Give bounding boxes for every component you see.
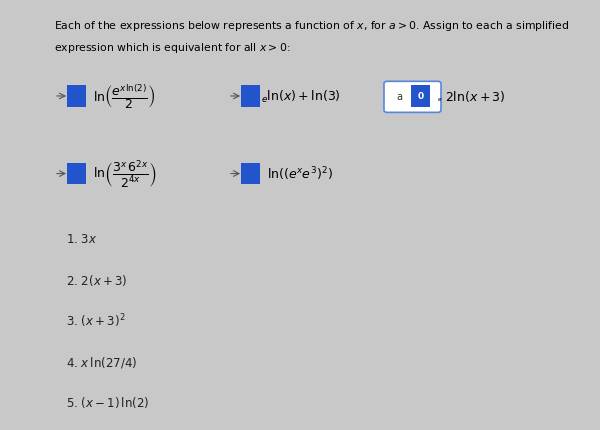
Text: $\ln\!\left(\dfrac{3^x\,6^{2x}}{2^{4x}}\right)$: $\ln\!\left(\dfrac{3^x\,6^{2x}}{2^{4x}}\… bbox=[93, 158, 157, 190]
Text: $_e\ln(x) + \ln(3)$: $_e\ln(x) + \ln(3)$ bbox=[261, 89, 341, 105]
Text: $\ln\!\left(\left(e^x e^3\right)^{2}\right)$: $\ln\!\left(\left(e^x e^3\right)^{2}\rig… bbox=[267, 166, 333, 183]
Text: 4. $x\,\ln(27/4)$: 4. $x\,\ln(27/4)$ bbox=[66, 354, 137, 369]
Text: 2. $2(x + 3)$: 2. $2(x + 3)$ bbox=[66, 272, 127, 287]
Text: expression which is equivalent for all $x > 0$:: expression which is equivalent for all $… bbox=[54, 41, 290, 55]
Text: $2\ln(x+3)$: $2\ln(x+3)$ bbox=[445, 89, 506, 104]
Text: 1. $3x$: 1. $3x$ bbox=[66, 232, 97, 245]
Text: a: a bbox=[397, 92, 403, 102]
FancyBboxPatch shape bbox=[241, 163, 260, 185]
FancyBboxPatch shape bbox=[411, 86, 430, 107]
FancyBboxPatch shape bbox=[384, 82, 441, 113]
Text: 5. $(x - 1)\,\ln(2)$: 5. $(x - 1)\,\ln(2)$ bbox=[66, 395, 149, 409]
Text: 0: 0 bbox=[418, 92, 424, 101]
FancyBboxPatch shape bbox=[67, 86, 86, 107]
Text: $\ln\!\left(\dfrac{e^{x\ln(2)}}{2}\right)$: $\ln\!\left(\dfrac{e^{x\ln(2)}}{2}\right… bbox=[93, 83, 155, 111]
FancyBboxPatch shape bbox=[67, 163, 86, 185]
Text: 3. $(x + 3)^2$: 3. $(x + 3)^2$ bbox=[66, 312, 125, 329]
Text: Each of the expressions below represents a function of $x$, for $a > 0$. Assign : Each of the expressions below represents… bbox=[54, 19, 569, 33]
FancyBboxPatch shape bbox=[241, 86, 260, 107]
Text: $_e$: $_e$ bbox=[437, 95, 442, 103]
